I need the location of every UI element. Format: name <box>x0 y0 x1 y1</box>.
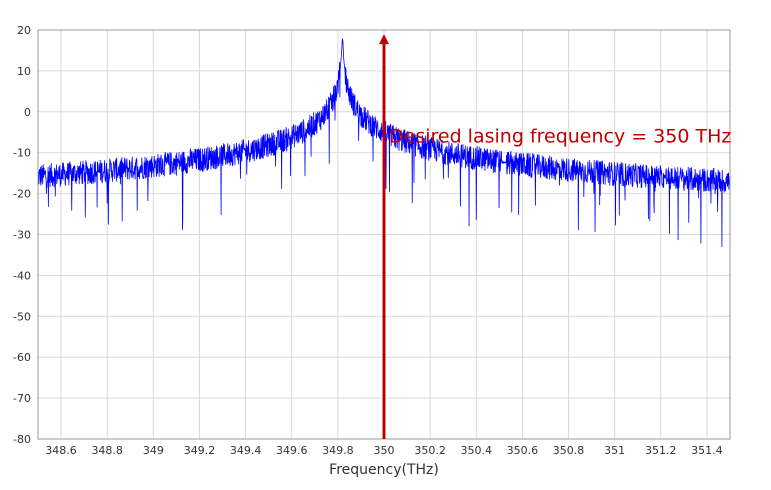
marker-group <box>379 34 389 439</box>
x-tick-label: 348.6 <box>45 444 77 457</box>
x-tick-label: 349.2 <box>184 444 216 457</box>
x-tick-label: 349.8 <box>322 444 354 457</box>
y-tick-label: 0 <box>24 106 31 119</box>
x-tick-label: 351.4 <box>691 444 723 457</box>
marker-annotation: Desired lasing frequency = 350 THz <box>389 125 731 147</box>
x-tick-label: 350.8 <box>553 444 585 457</box>
y-tick-label: -80 <box>13 433 31 446</box>
x-tick-label: 349.4 <box>230 444 262 457</box>
y-tick-label: -50 <box>13 310 31 323</box>
x-tick-label: 349.6 <box>276 444 308 457</box>
y-tick-label: -10 <box>13 147 31 160</box>
marker-arrow-head <box>379 34 389 45</box>
y-tick-label: 20 <box>17 24 31 37</box>
x-tick-label: 351 <box>604 444 625 457</box>
x-tick-labels: 348.6 348.8 349 349.2 349.4 349.6 349.8 350 350.… <box>45 444 722 457</box>
y-tick-label: -20 <box>13 188 31 201</box>
x-tick-label: 351.2 <box>645 444 677 457</box>
x-tick-label: 349 <box>143 444 164 457</box>
y-tick-labels: 20 10 0 -10 -20 -30 -40 -50 -60 -70 -80 <box>13 24 31 446</box>
x-tick-label: 350.4 <box>461 444 493 457</box>
x-tick-label: 350.2 <box>414 444 446 457</box>
y-tick-label: -70 <box>13 392 31 405</box>
x-axis-label: Frequency(THz) <box>329 462 439 478</box>
y-tick-label: 10 <box>17 65 31 78</box>
y-tick-label: -40 <box>13 269 31 282</box>
x-tick-label: 350 <box>374 444 395 457</box>
y-tick-label: -60 <box>13 351 31 364</box>
y-tick-label: -30 <box>13 229 31 242</box>
x-tick-label: 348.8 <box>91 444 123 457</box>
x-tick-label: 350.6 <box>507 444 539 457</box>
